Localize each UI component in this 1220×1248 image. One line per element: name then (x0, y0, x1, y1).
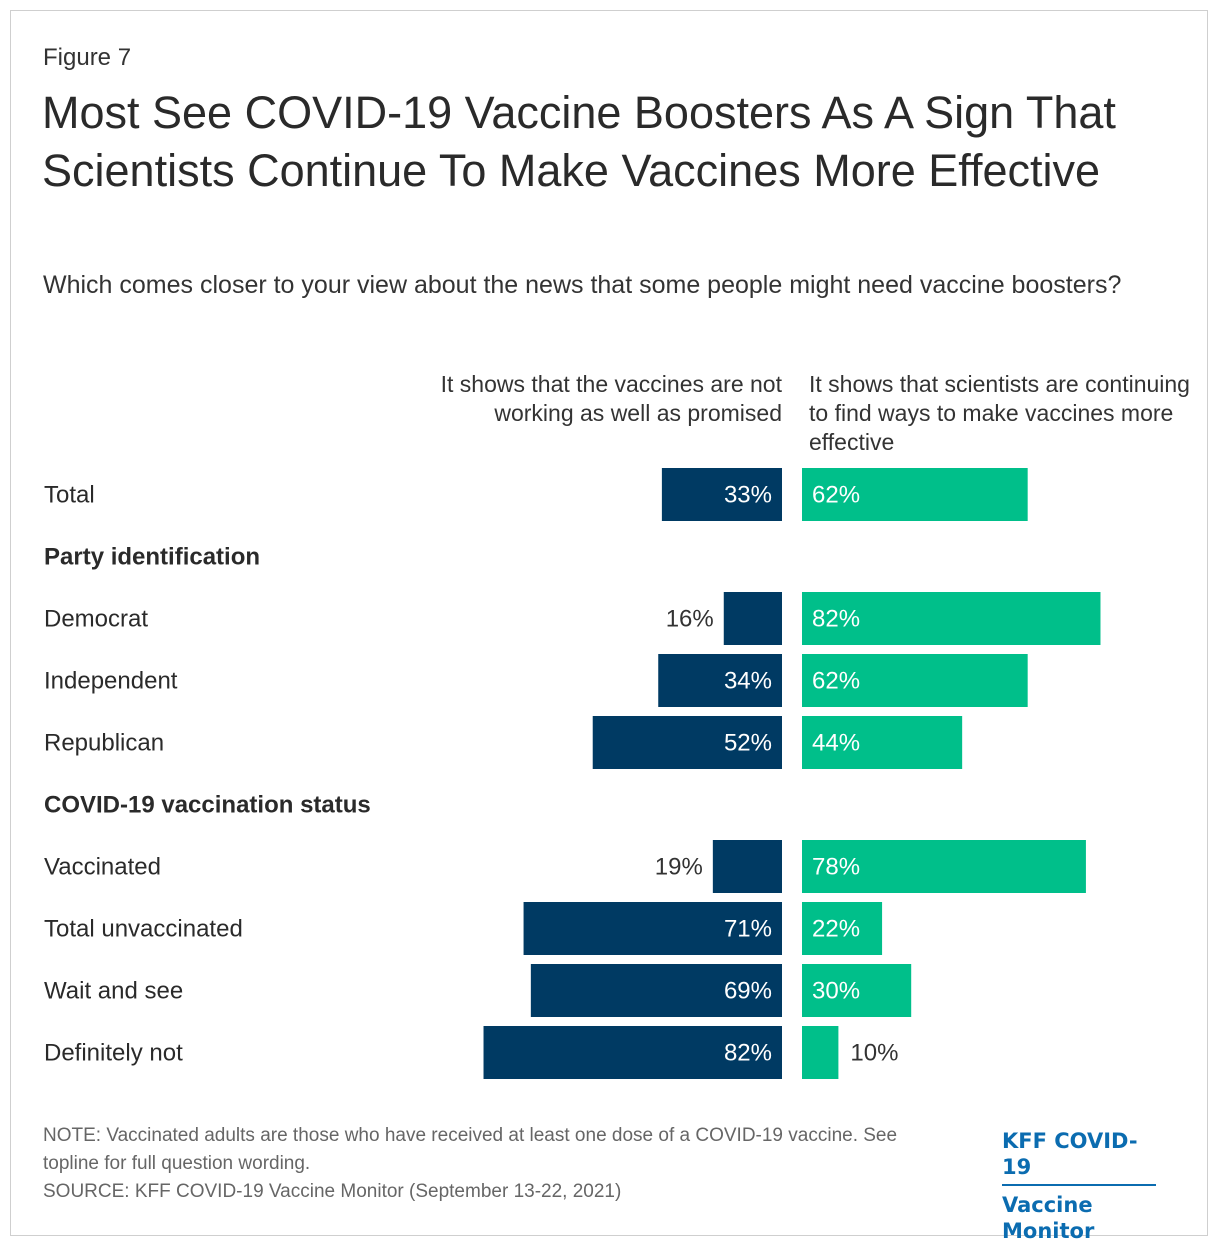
left-bar (530, 964, 782, 1017)
logo-line-2: Vaccine Monitor (1002, 1193, 1095, 1243)
note-text: NOTE: Vaccinated adults are those who ha… (43, 1125, 898, 1174)
group-label: COVID-19 vaccination status (44, 792, 371, 819)
right-value-label: 62% (812, 668, 860, 695)
chart-title: Most See COVID-19 Vaccine Boosters As A … (42, 87, 1116, 196)
left-bar (712, 840, 782, 893)
figure-frame (10, 10, 1208, 1236)
chart-subtitle: Which comes closer to your view about th… (43, 271, 1122, 299)
left-bar (523, 902, 782, 955)
group-label: Party identification (44, 544, 260, 571)
figure-label: Figure 7 (43, 44, 132, 71)
category-label: Definitely not (44, 1040, 183, 1067)
category-label: Vaccinated (44, 854, 161, 881)
right-value-label: 78% (812, 854, 860, 881)
source-text: SOURCE: KFF COVID-19 Vaccine Monitor (Se… (43, 1181, 622, 1202)
right-bar (802, 654, 1028, 707)
right-bar (802, 468, 1028, 521)
right-value-label: 62% (812, 482, 860, 509)
left-value-label: 71% (724, 916, 772, 943)
left-value-label: 82% (724, 1040, 772, 1067)
right-bar (802, 902, 883, 955)
category-label: Total unvaccinated (44, 916, 243, 943)
left-value-label: 69% (724, 978, 772, 1005)
footnote: NOTE: Vaccinated adults are those who ha… (43, 1122, 943, 1206)
right-bar (802, 964, 912, 1017)
right-bar (802, 592, 1101, 645)
left-bar (592, 716, 782, 769)
right-value-label: 44% (812, 730, 860, 757)
right-value-label: 10% (850, 1040, 898, 1067)
left-bar (661, 468, 782, 521)
left-value-label: 34% (724, 668, 772, 695)
category-label: Total (44, 482, 95, 509)
right-series-header: It shows that scientists are continuing … (809, 371, 1190, 455)
right-bar (802, 1026, 839, 1079)
left-value-label: 52% (724, 730, 772, 757)
kff-logo: KFF COVID-19 Vaccine Monitor (1002, 1128, 1182, 1244)
right-value-label: 30% (812, 978, 860, 1005)
right-bar (802, 840, 1086, 893)
left-series-header: It shows that the vaccines are not worki… (440, 371, 782, 426)
logo-line-1: KFF COVID-19 (1002, 1128, 1156, 1186)
left-value-label: 16% (666, 606, 714, 633)
left-bar (658, 654, 782, 707)
diverging-bar-chart: Total 33% 62% Party identification Democrat 1… (44, 468, 1101, 1079)
category-label: Wait and see (44, 978, 183, 1005)
category-label: Independent (44, 668, 178, 695)
left-value-label: 19% (655, 854, 703, 881)
right-value-label: 82% (812, 606, 860, 633)
category-label: Democrat (44, 606, 148, 633)
right-bar (802, 716, 963, 769)
right-value-label: 22% (812, 916, 860, 943)
left-value-label: 33% (724, 482, 772, 509)
left-bar (723, 592, 782, 645)
left-bar (483, 1026, 782, 1079)
category-label: Republican (44, 730, 164, 757)
